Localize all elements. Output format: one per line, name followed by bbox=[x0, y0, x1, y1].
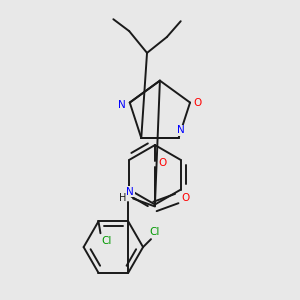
Text: H: H bbox=[118, 193, 126, 202]
Text: Cl: Cl bbox=[150, 227, 160, 237]
Text: O: O bbox=[194, 98, 202, 108]
Text: N: N bbox=[177, 125, 184, 135]
Text: N: N bbox=[126, 187, 134, 196]
Text: N: N bbox=[118, 100, 126, 110]
Text: Cl: Cl bbox=[101, 236, 112, 246]
Text: O: O bbox=[182, 193, 190, 202]
Text: O: O bbox=[159, 158, 167, 168]
